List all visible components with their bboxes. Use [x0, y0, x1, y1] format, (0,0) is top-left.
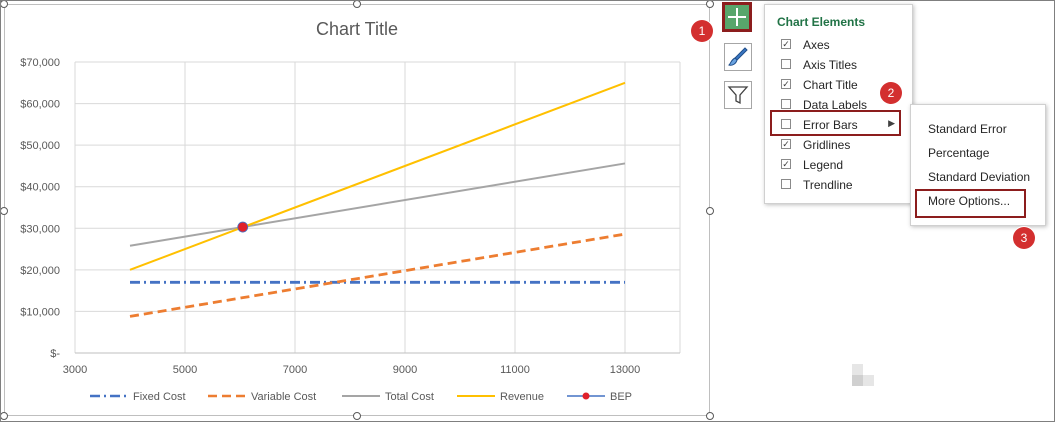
menu-item-standard-deviation[interactable]: Standard Deviation: [928, 170, 1031, 184]
legend-marker-bep: [582, 392, 590, 400]
resize-handle-right[interactable]: [706, 207, 714, 215]
element-label: Gridlines: [803, 138, 851, 152]
y-tick-label: $60,000: [20, 99, 60, 111]
series-line-revenue: [129, 81, 626, 271]
series-line-variable-cost: [129, 232, 626, 318]
element-trendline[interactable]: Trendline: [775, 175, 901, 195]
checkbox-axis-titles[interactable]: [781, 59, 791, 69]
element-label: Legend: [803, 158, 844, 172]
checkbox-axes[interactable]: ✓: [781, 39, 791, 49]
element-error-bars[interactable]: Error Bars ▶: [775, 115, 901, 135]
legend-label-revenue: Revenue: [500, 391, 544, 403]
chart-elements-button[interactable]: [723, 3, 751, 31]
checkbox-chart-title[interactable]: ✓: [781, 79, 791, 89]
series-line-total-cost: [129, 162, 626, 247]
legend-label-fixed-cost: Fixed Cost: [133, 391, 186, 403]
x-tick-label: 9000: [393, 364, 417, 376]
element-label: Trendline: [803, 178, 853, 192]
y-tick-label: $10,000: [20, 306, 60, 318]
element-axes[interactable]: ✓ Axes: [775, 35, 901, 55]
resize-handle-left[interactable]: [0, 207, 8, 215]
step-badge-1: 1: [691, 20, 713, 42]
step-badge-3: 3: [1013, 227, 1035, 249]
legend-label-bep: BEP: [610, 391, 632, 403]
x-tick-label: 11000: [500, 364, 530, 376]
element-label: Chart Title: [803, 78, 858, 92]
filter-icon: [727, 86, 749, 105]
menu-item-standard-error[interactable]: Standard Error: [928, 122, 1007, 136]
chart-styles-button[interactable]: [724, 43, 752, 71]
x-tick-label: 7000: [283, 364, 307, 376]
checkbox-legend[interactable]: ✓: [781, 159, 791, 169]
element-label: Data Labels: [803, 98, 868, 112]
chart-title[interactable]: Chart Title: [316, 19, 398, 39]
chart-elements-title: Chart Elements: [777, 15, 866, 29]
y-tick-label: $-: [50, 348, 60, 360]
x-tick-label: 13000: [610, 364, 641, 376]
y-tick-label: $70,000: [20, 57, 60, 69]
resize-handle-bottom[interactable]: [353, 412, 361, 420]
error-bars-submenu: Standard Error Percentage Standard Devia…: [910, 104, 1046, 226]
y-tick-label: $40,000: [20, 182, 60, 194]
resize-handle-top-left[interactable]: [0, 0, 8, 8]
element-legend[interactable]: ✓ Legend: [775, 155, 901, 175]
point-bep: [237, 221, 249, 233]
resize-handle-bottom-left[interactable]: [0, 412, 8, 420]
chart-elements-flyout: Chart Elements ✓ Axes Axis Titles ✓ Char…: [764, 4, 913, 204]
checkbox-gridlines[interactable]: ✓: [781, 139, 791, 149]
placeholder-icon: [852, 364, 874, 386]
chart-area[interactable]: [4, 4, 710, 416]
resize-handle-bottom-right[interactable]: [706, 412, 714, 420]
y-tick-label: $50,000: [20, 140, 60, 152]
element-gridlines[interactable]: ✓ Gridlines: [775, 135, 901, 155]
checkbox-trendline[interactable]: [781, 179, 791, 189]
y-tick-label: $30,000: [20, 223, 60, 235]
element-label: Axis Titles: [803, 58, 858, 72]
y-tick-label: $20,000: [20, 265, 60, 277]
menu-item-more-options[interactable]: More Options...: [928, 194, 1011, 208]
step-badge-2: 2: [880, 82, 902, 104]
x-tick-label: 3000: [63, 364, 87, 376]
resize-handle-top-right[interactable]: [706, 0, 714, 8]
checkbox-data-labels[interactable]: [781, 99, 791, 109]
break-even-chart: $- $10,000 $20,000 $30,000 $40,000 $50,000 $60…: [20, 19, 681, 403]
checkbox-error-bars[interactable]: [781, 119, 791, 129]
legend-label-total-cost: Total Cost: [385, 391, 434, 403]
element-label: Axes: [803, 38, 830, 52]
element-data-labels[interactable]: Data Labels: [775, 95, 901, 115]
plus-icon: [728, 8, 746, 26]
submenu-arrow-icon[interactable]: ▶: [888, 118, 895, 128]
resize-handle-top[interactable]: [353, 0, 361, 8]
element-chart-title[interactable]: ✓ Chart Title: [775, 75, 901, 95]
chart-filters-button[interactable]: [724, 81, 752, 109]
x-tick-label: 5000: [173, 364, 197, 376]
menu-item-percentage[interactable]: Percentage: [928, 146, 990, 160]
legend-label-variable-cost: Variable Cost: [251, 391, 316, 403]
brush-icon: [728, 47, 748, 66]
element-axis-titles[interactable]: Axis Titles: [775, 55, 901, 75]
element-label: Error Bars: [803, 118, 858, 132]
